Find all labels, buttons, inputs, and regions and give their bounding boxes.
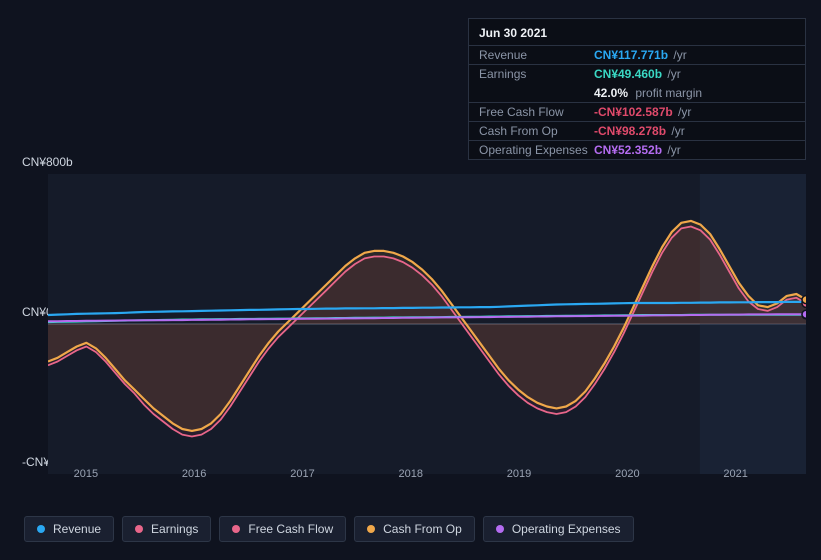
- plot-svg: [48, 174, 806, 474]
- legend-item-fcf[interactable]: Free Cash Flow: [219, 516, 346, 542]
- tooltip-row-cfo: Cash From Op-CN¥98.278b /yr: [469, 121, 805, 140]
- legend-label: Operating Expenses: [512, 522, 621, 536]
- tooltip-value: 42.0% profit margin: [594, 85, 702, 101]
- tooltip-value: -CN¥98.278b /yr: [594, 123, 685, 139]
- legend-item-cfo[interactable]: Cash From Op: [354, 516, 475, 542]
- x-tick-2020: 2020: [615, 468, 639, 480]
- legend-label: Earnings: [151, 522, 198, 536]
- tooltip-label: [479, 85, 594, 101]
- tooltip-date: Jun 30 2021: [469, 19, 805, 45]
- legend-dot-icon: [37, 525, 45, 533]
- legend-dot-icon: [232, 525, 240, 533]
- legend-dot-icon: [135, 525, 143, 533]
- end-marker-opex: [802, 310, 806, 318]
- tooltip-row-opex: Operating ExpensesCN¥52.352b /yr: [469, 140, 805, 159]
- tooltip-label: Cash From Op: [479, 123, 594, 139]
- y-tick-top: CN¥800b: [22, 155, 73, 169]
- tooltip-panel: Jun 30 2021 RevenueCN¥117.771b /yrEarnin…: [468, 18, 806, 160]
- legend-label: Revenue: [53, 522, 101, 536]
- x-tick-2018: 2018: [399, 468, 423, 480]
- x-tick-2017: 2017: [290, 468, 314, 480]
- tooltip-value: CN¥52.352b /yr: [594, 142, 681, 158]
- x-tick-2015: 2015: [74, 468, 98, 480]
- legend-item-revenue[interactable]: Revenue: [24, 516, 114, 542]
- financial-chart: CN¥800b CN¥0 -CN¥800b 201520162017201820…: [16, 160, 806, 490]
- end-marker-cfo: [802, 296, 806, 304]
- legend: Revenue Earnings Free Cash Flow Cash From O…: [24, 516, 634, 542]
- tooltip-value: CN¥49.460b /yr: [594, 66, 681, 82]
- x-tick-2016: 2016: [182, 468, 206, 480]
- tooltip-row-revenue: RevenueCN¥117.771b /yr: [469, 45, 805, 64]
- tooltip-label: Earnings: [479, 66, 594, 82]
- tooltip-value: CN¥117.771b /yr: [594, 47, 687, 63]
- x-tick-2021: 2021: [723, 468, 747, 480]
- legend-label: Free Cash Flow: [248, 522, 333, 536]
- tooltip-label: Free Cash Flow: [479, 104, 594, 120]
- legend-label: Cash From Op: [383, 522, 462, 536]
- x-tick-2019: 2019: [507, 468, 531, 480]
- legend-dot-icon: [496, 525, 504, 533]
- legend-dot-icon: [367, 525, 375, 533]
- tooltip-row-pm: 42.0% profit margin: [469, 84, 805, 102]
- tooltip-row-earnings: EarningsCN¥49.460b /yr: [469, 64, 805, 83]
- tooltip-label: Revenue: [479, 47, 594, 63]
- tooltip-label: Operating Expenses: [479, 142, 594, 158]
- tooltip-row-fcf: Free Cash Flow-CN¥102.587b /yr: [469, 102, 805, 121]
- legend-item-earnings[interactable]: Earnings: [122, 516, 211, 542]
- legend-item-opex[interactable]: Operating Expenses: [483, 516, 634, 542]
- tooltip-value: -CN¥102.587b /yr: [594, 104, 691, 120]
